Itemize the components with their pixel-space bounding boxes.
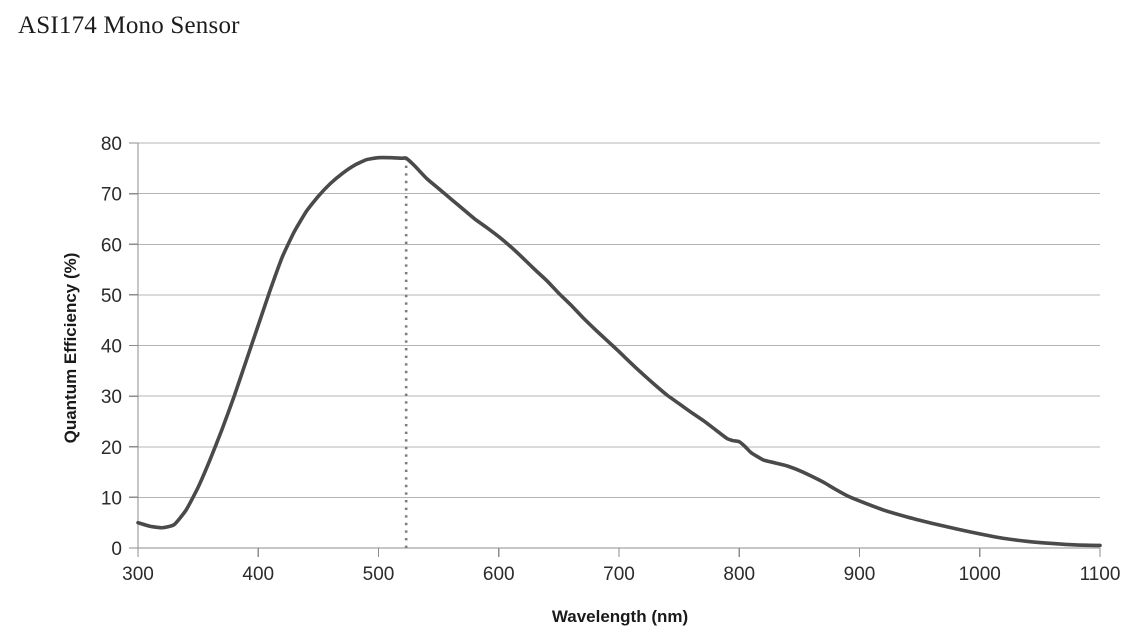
- y-axis-title: Quantum Efficiency (%): [61, 253, 80, 444]
- page-title: ASI174 Mono Sensor: [18, 12, 240, 39]
- x-tick-label: 500: [363, 564, 395, 585]
- y-tick-label: 70: [101, 185, 122, 206]
- x-tick-label: 900: [844, 564, 876, 585]
- axis-tick-labels: 0 10 20 30 40 50 60 70 80 300 400 500 600 700 800 900 10…: [101, 134, 1121, 585]
- y-tick-label: 40: [101, 337, 122, 358]
- x-tick-label: 800: [723, 564, 755, 585]
- x-tick-label: 1000: [959, 564, 1001, 585]
- x-tick-label: 700: [603, 564, 635, 585]
- axis-lines: [137, 143, 1100, 549]
- y-tick-label: 80: [101, 134, 122, 155]
- x-axis-title: Wavelength (nm): [552, 607, 688, 626]
- y-tick-label: 30: [101, 387, 122, 408]
- gridlines: [138, 142, 1100, 498]
- qe-curve: [136, 155, 1102, 548]
- data-series: [136, 155, 1102, 548]
- x-tick-label: 600: [483, 564, 515, 585]
- x-tick-label: 300: [122, 564, 154, 585]
- y-tick-label: 50: [101, 286, 122, 307]
- x-tick-label: 400: [242, 564, 274, 585]
- y-tick-label: 10: [101, 488, 122, 509]
- x-tick-label: 1100: [1080, 564, 1121, 585]
- y-tick-label: 60: [101, 235, 122, 256]
- y-tick-label: 0: [111, 539, 122, 560]
- y-tick-label: 20: [101, 438, 122, 459]
- axis-ticks: [129, 142, 1101, 557]
